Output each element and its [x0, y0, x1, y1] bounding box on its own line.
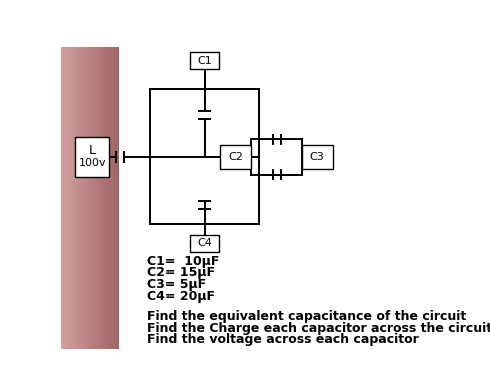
Text: Find the voltage across each capacitor: Find the voltage across each capacitor	[147, 334, 418, 347]
Bar	[75, 137, 109, 177]
Text: Find the equivalent capacitance of the circuit: Find the equivalent capacitance of the c…	[147, 310, 466, 323]
Bar	[116, 47, 117, 349]
Bar	[100, 47, 101, 349]
Bar	[74, 47, 75, 349]
Text: C4: C4	[197, 238, 212, 249]
Text: C2: C2	[228, 152, 243, 162]
Bar	[79, 47, 80, 349]
Bar	[117, 47, 118, 349]
Bar	[103, 47, 104, 349]
Bar	[82, 47, 83, 349]
Bar	[86, 47, 87, 349]
Bar	[77, 47, 78, 349]
Bar	[83, 47, 84, 349]
Bar	[108, 47, 109, 349]
Bar	[63, 47, 64, 349]
Bar	[69, 47, 70, 349]
Text: C1: C1	[197, 56, 212, 66]
Bar	[118, 47, 119, 349]
Bar	[89, 47, 90, 349]
Bar	[71, 47, 72, 349]
Bar	[88, 47, 89, 349]
Bar	[92, 47, 93, 349]
Bar	[115, 47, 116, 349]
Bar	[301, 145, 333, 169]
Bar	[190, 53, 220, 69]
Bar	[114, 47, 115, 349]
Bar	[113, 47, 114, 349]
Bar	[66, 47, 67, 349]
Bar	[98, 47, 99, 349]
Bar	[96, 47, 97, 349]
Bar	[95, 47, 96, 349]
Bar	[78, 47, 79, 349]
Bar	[85, 47, 86, 349]
Bar	[99, 47, 100, 349]
Bar	[84, 47, 85, 349]
Bar	[101, 47, 102, 349]
Bar	[87, 47, 88, 349]
Bar	[76, 47, 77, 349]
Bar	[67, 47, 68, 349]
Bar	[72, 47, 73, 349]
Bar	[97, 47, 98, 349]
Bar	[62, 47, 63, 349]
Text: C2= 15μF: C2= 15μF	[147, 267, 215, 279]
Bar	[80, 47, 81, 349]
Text: L: L	[89, 145, 96, 158]
Bar	[105, 47, 106, 349]
Text: C3= 5μF: C3= 5μF	[147, 278, 206, 291]
Bar	[61, 47, 62, 349]
Bar	[106, 47, 107, 349]
Bar	[91, 47, 92, 349]
Text: 100v: 100v	[78, 158, 106, 168]
Bar	[65, 47, 66, 349]
Text: Find the Charge each capacitor across the circuit: Find the Charge each capacitor across th…	[147, 322, 490, 335]
Bar	[190, 235, 220, 252]
Bar	[68, 47, 69, 349]
Text: C3: C3	[310, 152, 324, 162]
Bar	[64, 47, 65, 349]
Text: C1=  10μF: C1= 10μF	[147, 255, 219, 268]
Bar	[75, 47, 76, 349]
Bar	[93, 47, 94, 349]
Bar	[104, 47, 105, 349]
Bar	[109, 47, 110, 349]
Bar	[220, 145, 251, 169]
Bar	[107, 47, 108, 349]
Bar	[90, 47, 91, 349]
Bar	[111, 47, 112, 349]
Bar	[102, 47, 103, 349]
Bar	[70, 47, 71, 349]
Bar	[110, 47, 111, 349]
Bar	[81, 47, 82, 349]
Bar	[112, 47, 113, 349]
Bar	[94, 47, 95, 349]
Text: C4= 20μF: C4= 20μF	[147, 290, 215, 303]
Bar	[119, 47, 120, 349]
